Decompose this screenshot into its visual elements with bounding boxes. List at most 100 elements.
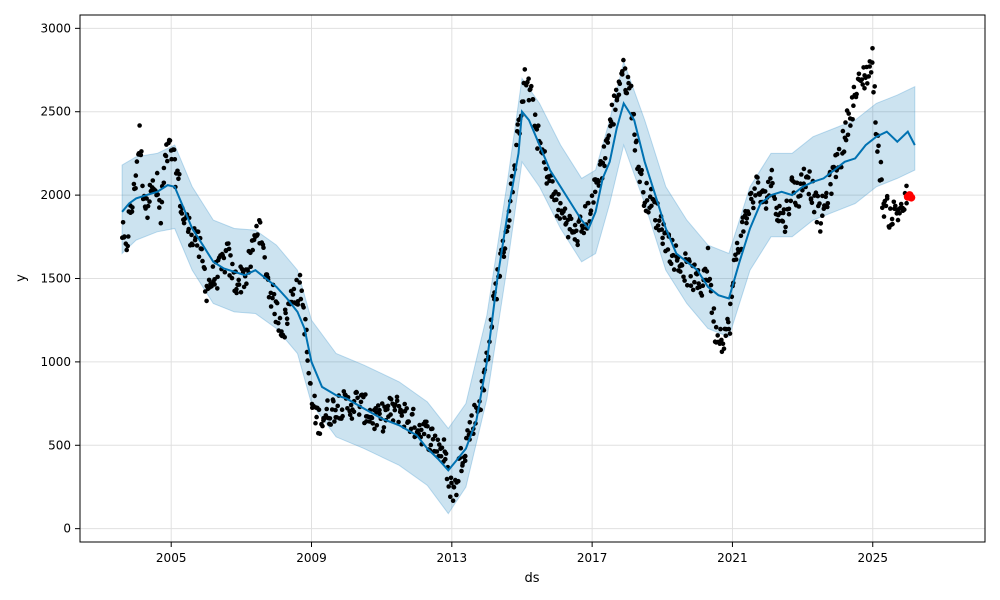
observed-point — [744, 216, 750, 221]
x-tick-label: 2005 — [156, 551, 187, 565]
observed-point — [707, 276, 713, 282]
observed-point — [534, 127, 540, 132]
observed-point — [314, 414, 319, 420]
observed-point — [448, 494, 453, 500]
observed-point — [526, 97, 532, 103]
observed-point — [711, 306, 717, 311]
observed-point — [430, 426, 435, 432]
observed-point — [820, 213, 825, 218]
observed-point — [238, 290, 244, 295]
observed-point — [794, 180, 800, 186]
observed-point — [250, 247, 255, 253]
observed-point — [181, 220, 187, 226]
observed-point — [621, 57, 626, 63]
observed-point — [394, 398, 400, 404]
observed-point — [575, 242, 580, 248]
observed-point — [632, 148, 638, 153]
observed-point — [562, 206, 568, 211]
observed-point — [786, 211, 792, 217]
recent-points — [903, 191, 916, 202]
observed-point — [396, 419, 401, 425]
observed-point — [502, 246, 508, 251]
observed-point — [904, 200, 909, 206]
observed-point — [437, 442, 442, 447]
observed-point — [851, 103, 856, 108]
y-tick-label: 500 — [48, 438, 71, 452]
observed-point — [179, 211, 185, 216]
observed-point — [421, 431, 427, 437]
observed-point — [130, 205, 135, 210]
y-axis-label: y — [14, 274, 29, 282]
observed-point — [514, 142, 519, 148]
observed-point — [678, 269, 683, 274]
observed-point — [268, 304, 274, 309]
observed-point — [868, 70, 874, 75]
observed-point — [699, 293, 705, 298]
observed-point — [392, 407, 398, 413]
observed-point — [746, 211, 752, 217]
observed-point — [301, 305, 306, 310]
observed-point — [898, 201, 904, 207]
observed-point — [572, 222, 578, 228]
observed-point — [762, 189, 768, 194]
observed-point — [379, 401, 385, 406]
observed-point — [285, 321, 290, 327]
observed-point — [532, 112, 538, 117]
observed-point — [870, 46, 875, 51]
observed-point — [744, 220, 749, 226]
observed-point — [817, 201, 822, 206]
observed-point — [236, 282, 242, 287]
observed-point — [354, 390, 360, 395]
observed-point — [616, 92, 622, 98]
observed-point — [589, 193, 595, 198]
observed-point — [120, 220, 126, 225]
observed-point — [270, 295, 275, 301]
observed-point — [283, 310, 288, 316]
observed-point — [865, 81, 870, 86]
observed-point — [388, 397, 394, 402]
observed-point — [145, 215, 150, 221]
observed-point — [582, 204, 588, 209]
observed-point — [137, 123, 142, 128]
observed-point — [875, 149, 880, 154]
observed-point — [649, 203, 654, 209]
observed-point — [244, 281, 249, 287]
observed-point — [331, 398, 336, 404]
observed-point — [505, 224, 511, 230]
observed-point — [609, 102, 615, 108]
observed-point — [404, 406, 410, 411]
observed-point — [833, 174, 839, 180]
observed-point — [375, 403, 381, 408]
observed-point — [529, 83, 534, 89]
observed-point — [685, 283, 690, 288]
observed-point — [195, 229, 201, 234]
observed-point — [688, 274, 693, 279]
observed-point — [262, 255, 268, 260]
observed-point — [902, 207, 907, 212]
observed-point — [274, 300, 280, 306]
observed-point — [443, 451, 449, 456]
observed-point — [879, 177, 884, 182]
observed-point — [458, 445, 464, 451]
observed-point — [438, 454, 444, 459]
observed-point — [161, 180, 167, 186]
observed-point — [823, 194, 828, 199]
observed-point — [624, 90, 630, 96]
x-tick-label: 2025 — [857, 551, 888, 565]
observed-point — [328, 422, 334, 427]
observed-point — [425, 424, 430, 429]
observed-point — [138, 152, 144, 158]
observed-point — [715, 333, 720, 338]
observed-point — [673, 243, 679, 248]
observed-point — [783, 224, 788, 230]
observed-point — [550, 179, 555, 184]
observed-point — [199, 246, 204, 252]
observed-point — [639, 167, 644, 173]
observed-point — [601, 144, 607, 149]
observed-point — [843, 120, 848, 125]
observed-point — [870, 60, 875, 65]
observed-point — [553, 189, 558, 194]
observed-point — [172, 157, 178, 162]
observed-points — [120, 46, 909, 504]
observed-point — [369, 415, 375, 421]
